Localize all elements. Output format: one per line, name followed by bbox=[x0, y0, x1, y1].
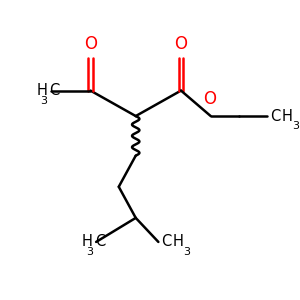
Text: C: C bbox=[95, 234, 105, 249]
Text: 3: 3 bbox=[183, 247, 190, 257]
Text: H: H bbox=[37, 83, 47, 98]
Text: 3: 3 bbox=[292, 121, 299, 131]
Text: O: O bbox=[175, 35, 188, 53]
Text: C: C bbox=[161, 234, 171, 249]
Text: H: H bbox=[173, 234, 184, 249]
Text: 3: 3 bbox=[40, 96, 47, 106]
Text: H: H bbox=[282, 109, 293, 124]
Text: C: C bbox=[50, 83, 60, 98]
Text: C: C bbox=[270, 109, 280, 124]
Text: 3: 3 bbox=[86, 247, 93, 257]
Text: H: H bbox=[82, 234, 93, 249]
Text: O: O bbox=[84, 35, 97, 53]
Text: O: O bbox=[203, 90, 216, 108]
